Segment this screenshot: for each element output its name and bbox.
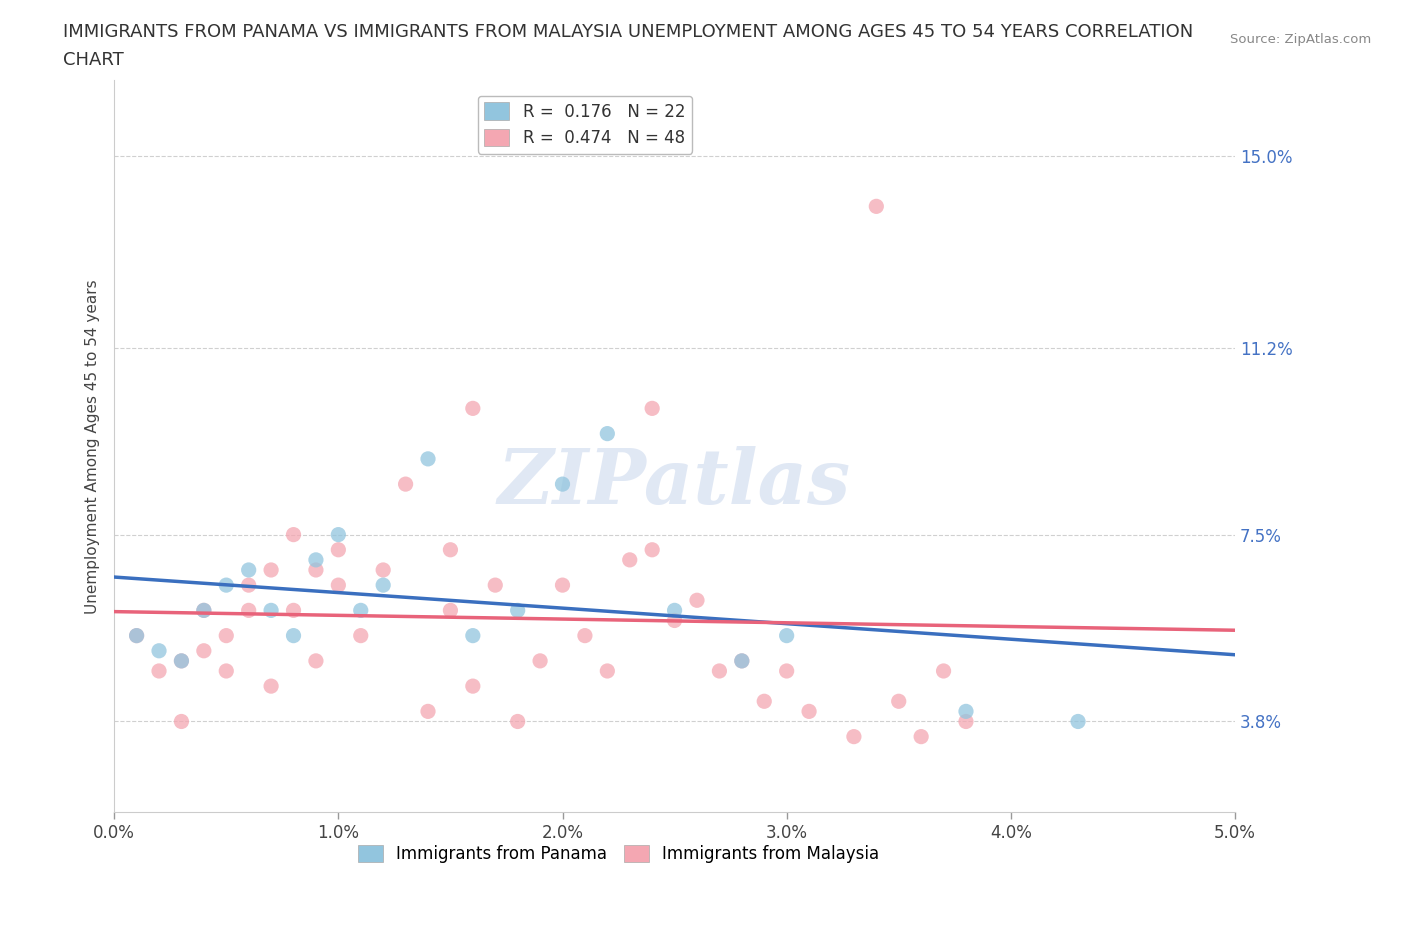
Point bbox=[686, 592, 709, 607]
Point bbox=[709, 663, 731, 678]
Point bbox=[350, 628, 373, 643]
Point bbox=[775, 628, 797, 643]
Point bbox=[260, 603, 283, 618]
Point bbox=[664, 613, 686, 628]
Point bbox=[529, 654, 551, 669]
Point bbox=[148, 663, 170, 678]
Point bbox=[641, 542, 664, 557]
Point bbox=[551, 477, 574, 492]
Point bbox=[775, 663, 797, 678]
Point bbox=[394, 477, 416, 492]
Point bbox=[461, 628, 484, 643]
Point bbox=[955, 704, 977, 719]
Point bbox=[238, 578, 260, 592]
Point bbox=[506, 603, 529, 618]
Point bbox=[731, 654, 754, 669]
Point bbox=[215, 628, 238, 643]
Point bbox=[283, 527, 305, 542]
Point bbox=[797, 704, 820, 719]
Point bbox=[439, 542, 461, 557]
Point bbox=[955, 714, 977, 729]
Point bbox=[461, 679, 484, 694]
Point bbox=[842, 729, 865, 744]
Point bbox=[887, 694, 910, 709]
Point bbox=[193, 603, 215, 618]
Point bbox=[506, 714, 529, 729]
Point bbox=[260, 679, 283, 694]
Point bbox=[1067, 714, 1090, 729]
Point bbox=[170, 654, 193, 669]
Point bbox=[215, 663, 238, 678]
Point bbox=[664, 603, 686, 618]
Text: Source: ZipAtlas.com: Source: ZipAtlas.com bbox=[1230, 33, 1371, 46]
Point bbox=[170, 654, 193, 669]
Point bbox=[416, 704, 439, 719]
Point bbox=[238, 563, 260, 578]
Point bbox=[373, 563, 395, 578]
Point bbox=[596, 663, 619, 678]
Point bbox=[170, 714, 193, 729]
Point bbox=[193, 644, 215, 658]
Point bbox=[238, 603, 260, 618]
Y-axis label: Unemployment Among Ages 45 to 54 years: Unemployment Among Ages 45 to 54 years bbox=[86, 279, 100, 614]
Point bbox=[416, 451, 439, 466]
Point bbox=[596, 426, 619, 441]
Point bbox=[328, 578, 350, 592]
Point bbox=[125, 628, 148, 643]
Point bbox=[193, 603, 215, 618]
Point bbox=[932, 663, 955, 678]
Text: IMMIGRANTS FROM PANAMA VS IMMIGRANTS FROM MALAYSIA UNEMPLOYMENT AMONG AGES 45 TO: IMMIGRANTS FROM PANAMA VS IMMIGRANTS FRO… bbox=[63, 23, 1194, 41]
Point bbox=[215, 578, 238, 592]
Point bbox=[910, 729, 932, 744]
Point bbox=[350, 603, 373, 618]
Point bbox=[641, 401, 664, 416]
Text: ZIPatlas: ZIPatlas bbox=[498, 445, 851, 520]
Point bbox=[283, 628, 305, 643]
Point bbox=[328, 527, 350, 542]
Point bbox=[283, 603, 305, 618]
Point bbox=[574, 628, 596, 643]
Point bbox=[373, 578, 395, 592]
Point bbox=[551, 578, 574, 592]
Point bbox=[731, 654, 754, 669]
Point bbox=[260, 563, 283, 578]
Point bbox=[619, 552, 641, 567]
Point bbox=[439, 603, 461, 618]
Point bbox=[305, 563, 328, 578]
Point bbox=[754, 694, 776, 709]
Point bbox=[461, 401, 484, 416]
Point bbox=[865, 199, 887, 214]
Legend: Immigrants from Panama, Immigrants from Malaysia: Immigrants from Panama, Immigrants from … bbox=[352, 839, 886, 870]
Text: CHART: CHART bbox=[63, 51, 124, 69]
Point bbox=[305, 654, 328, 669]
Point bbox=[305, 552, 328, 567]
Point bbox=[125, 628, 148, 643]
Point bbox=[484, 578, 506, 592]
Point bbox=[148, 644, 170, 658]
Point bbox=[328, 542, 350, 557]
